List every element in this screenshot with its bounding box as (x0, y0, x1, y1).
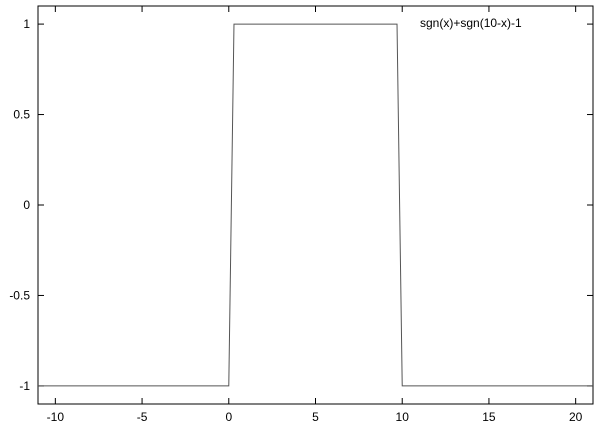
y-tick-label: -0.5 (9, 288, 30, 302)
y-tick-label: -1 (19, 379, 30, 393)
legend-label: sgn(x)+sgn(10-x)-1 (420, 16, 522, 30)
x-tick-label: 10 (396, 410, 410, 424)
x-tick-label: 15 (482, 410, 496, 424)
series-line (38, 23, 593, 387)
x-tick-label: -10 (47, 410, 65, 424)
y-tick-label: 1 (23, 17, 30, 31)
x-tick-label: 0 (225, 410, 232, 424)
plot-frame (37, 5, 594, 405)
y-tick-label: 0.5 (13, 108, 30, 122)
x-tick-label: -5 (137, 410, 148, 424)
x-tick-label: 5 (312, 410, 319, 424)
x-tick-label: 20 (569, 410, 583, 424)
y-tick-label: 0 (23, 198, 30, 212)
